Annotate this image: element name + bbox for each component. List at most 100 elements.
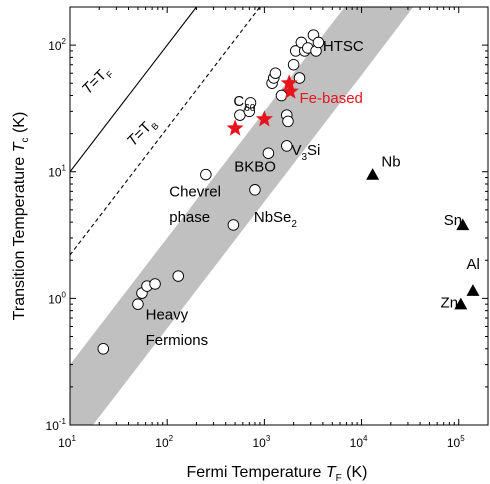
- y-tick-label: 10-1: [46, 417, 67, 433]
- annotation-label: BKBO: [234, 159, 276, 176]
- data-point-star: [226, 119, 244, 136]
- annotation-label: Al: [466, 256, 479, 273]
- data-point-circle: [249, 184, 261, 196]
- y-tick-label: 101: [48, 164, 66, 180]
- tick-exp: 5: [460, 434, 465, 443]
- annotation-label: NbSe2: [254, 209, 298, 230]
- annotation-label: Heavy: [146, 307, 189, 324]
- annotation-label: Zn: [441, 294, 459, 311]
- tick-base: 10: [58, 436, 72, 450]
- tick-base: 10: [48, 292, 62, 306]
- scaling-band: [70, 7, 414, 425]
- annotation-label: Nb: [381, 154, 400, 171]
- data-point-triangle: [366, 168, 380, 180]
- data-point-star: [281, 82, 299, 99]
- data-point-circle: [282, 115, 294, 128]
- y-axis-label-sub: c: [20, 137, 31, 142]
- data-point-circle: [244, 97, 257, 109]
- tick-exp: 2: [169, 434, 174, 443]
- tick-base: 10: [46, 419, 60, 433]
- annotation-text: V: [291, 142, 301, 159]
- data-point-circle: [149, 278, 161, 290]
- annotation-text: Chevrel: [169, 183, 221, 200]
- annotation-text: Fermions: [146, 332, 209, 349]
- tick-exp: 0: [62, 290, 67, 299]
- x-tick-label: 105: [447, 434, 465, 450]
- data-point-star: [280, 74, 298, 91]
- data-point-triangle: [466, 284, 480, 296]
- tick-base: 10: [155, 436, 169, 450]
- scaling-band-layer: [70, 7, 414, 425]
- reference-line-tb: [70, 7, 261, 256]
- tick-base: 10: [48, 166, 62, 180]
- annotation-text: Heavy: [146, 307, 189, 324]
- annotation-text: Sn: [444, 212, 462, 229]
- annotation-sub: 2: [291, 219, 297, 230]
- x-axis-label-sub: F: [336, 473, 342, 484]
- x-tick-label: 101: [58, 434, 76, 450]
- tick-exp: 1: [71, 434, 76, 443]
- annotation-sub: 60: [244, 103, 256, 114]
- tick-exp: 3: [266, 434, 271, 443]
- data-point-circle: [281, 140, 293, 152]
- data-point-circle: [172, 270, 185, 282]
- x-tick-label: 104: [350, 434, 368, 450]
- data-point-circle: [262, 147, 275, 159]
- annotation-text: Zn: [441, 294, 459, 311]
- y-axis-label-unit: (K): [11, 112, 28, 138]
- data-markers-layer: [97, 29, 480, 355]
- annotation-label: C60: [233, 93, 255, 114]
- y-axis-label: Transition Temperature Tc (K): [11, 112, 31, 321]
- annotation-label: Chevrel: [169, 183, 221, 200]
- annotation-label: Fe-based: [300, 90, 363, 107]
- tick-base: 10: [252, 436, 266, 450]
- annotation-label: Fermions: [146, 332, 209, 349]
- annotation-label: phase: [169, 209, 210, 226]
- tick-base: 10: [447, 436, 461, 450]
- annotation-text: phase: [169, 209, 210, 226]
- data-point-circle: [200, 168, 212, 181]
- x-axis-label-main: Fermi Temperature: [187, 464, 326, 481]
- annotation-sub: 3: [301, 152, 307, 163]
- x-tick-label: 103: [252, 434, 270, 450]
- annotation-text: C: [233, 93, 244, 110]
- tick-exp: 2: [62, 37, 67, 46]
- data-point-circle: [287, 58, 300, 71]
- data-point-triangle: [454, 297, 468, 310]
- reference-line-sub: B: [149, 121, 160, 132]
- annotation-text: Fe-based: [300, 90, 363, 107]
- data-point-triangle: [456, 218, 470, 231]
- data-point-circle: [269, 67, 282, 79]
- x-axis-label-var: T: [326, 464, 337, 481]
- annotation-label: V3Si: [291, 142, 320, 163]
- reference-line-tf: [70, 7, 197, 173]
- plot-frame: [69, 6, 489, 426]
- annotations-layer: T=TFT=TB HTSC C60 Fe-based V3Si BKBO Nb Chevrel…: [79, 38, 480, 349]
- reference-line-label-0: T=TF: [79, 62, 116, 99]
- tick-base: 10: [48, 39, 62, 53]
- x-axis-label: Fermi Temperature TF (K): [187, 464, 368, 484]
- annotation-text: NbSe: [254, 209, 292, 226]
- annotation-text: Nb: [381, 154, 400, 171]
- reference-line-sub: F: [104, 69, 115, 80]
- tick-exp: -1: [59, 417, 67, 426]
- y-axis-label-var: T: [11, 141, 28, 152]
- y-axis-label-main: Transition Temperature: [11, 152, 28, 320]
- y-tick-label: 100: [48, 290, 66, 306]
- annotation-text: Al: [466, 256, 479, 273]
- data-point-circle: [97, 343, 110, 355]
- data-point-circle: [227, 219, 240, 231]
- x-tick-label: 102: [155, 434, 173, 450]
- reference-line-label-1: T=TB: [124, 114, 161, 151]
- data-point-circle: [275, 89, 288, 102]
- tick-base: 10: [350, 436, 364, 450]
- annotation-label: HTSC: [323, 38, 364, 55]
- annotation-text: HTSC: [323, 38, 364, 55]
- y-tick-label: 102: [48, 37, 66, 53]
- tick-exp: 4: [363, 434, 368, 443]
- annotation-tail: Si: [307, 142, 320, 159]
- data-point-circle: [312, 36, 325, 49]
- tick-exp: 1: [62, 164, 67, 173]
